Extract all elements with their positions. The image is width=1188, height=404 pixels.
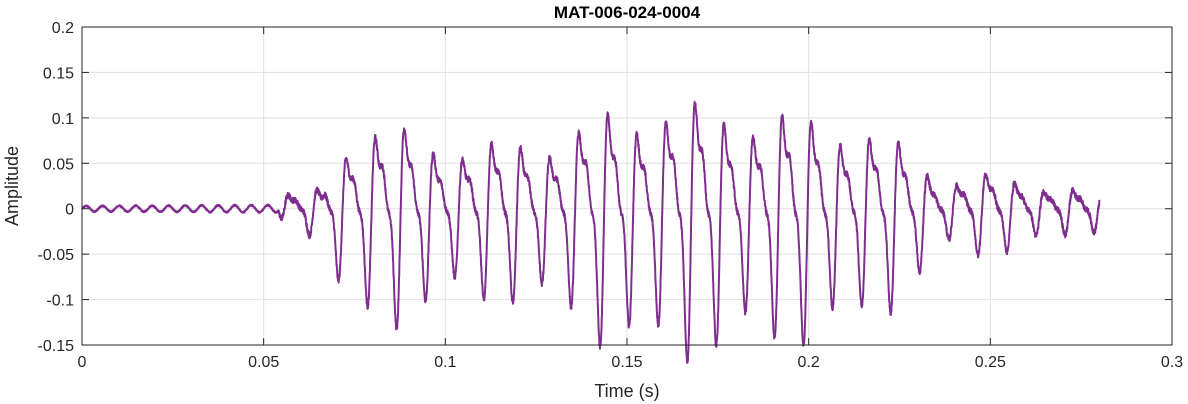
y-tick-label: 0.05 [43,156,74,173]
x-tick-label: 0 [78,354,87,371]
x-tick-labels: 0 0.05 0.1 0.15 0.2 0.25 0.3 [78,354,1184,371]
y-tick-label: -0.05 [38,247,75,264]
y-tick-label: -0.15 [38,338,75,355]
y-tick-label: -0.1 [46,293,74,310]
y-tick-label: 0 [65,202,74,219]
chart-title: MAT-006-024-0004 [554,3,701,22]
y-axis-label: Amplitude [2,146,22,226]
y-tick-label: 0.2 [52,20,74,37]
x-tick-label: 0.1 [434,354,456,371]
y-tick-labels: -0.15 -0.1 -0.05 0 0.05 0.1 0.15 0.2 [38,20,75,355]
x-tick-label: 0.2 [798,354,820,371]
y-tick-label: 0.1 [52,111,74,128]
axis-ticks [81,26,1173,346]
x-tick-label: 0.25 [975,354,1006,371]
x-tick-label: 0.05 [248,354,279,371]
x-tick-label: 0.3 [1161,354,1183,371]
x-axis-label: Time (s) [594,381,659,401]
x-tick-label: 0.15 [611,354,642,371]
y-tick-label: 0.15 [43,65,74,82]
waveform-line [81,100,1101,364]
